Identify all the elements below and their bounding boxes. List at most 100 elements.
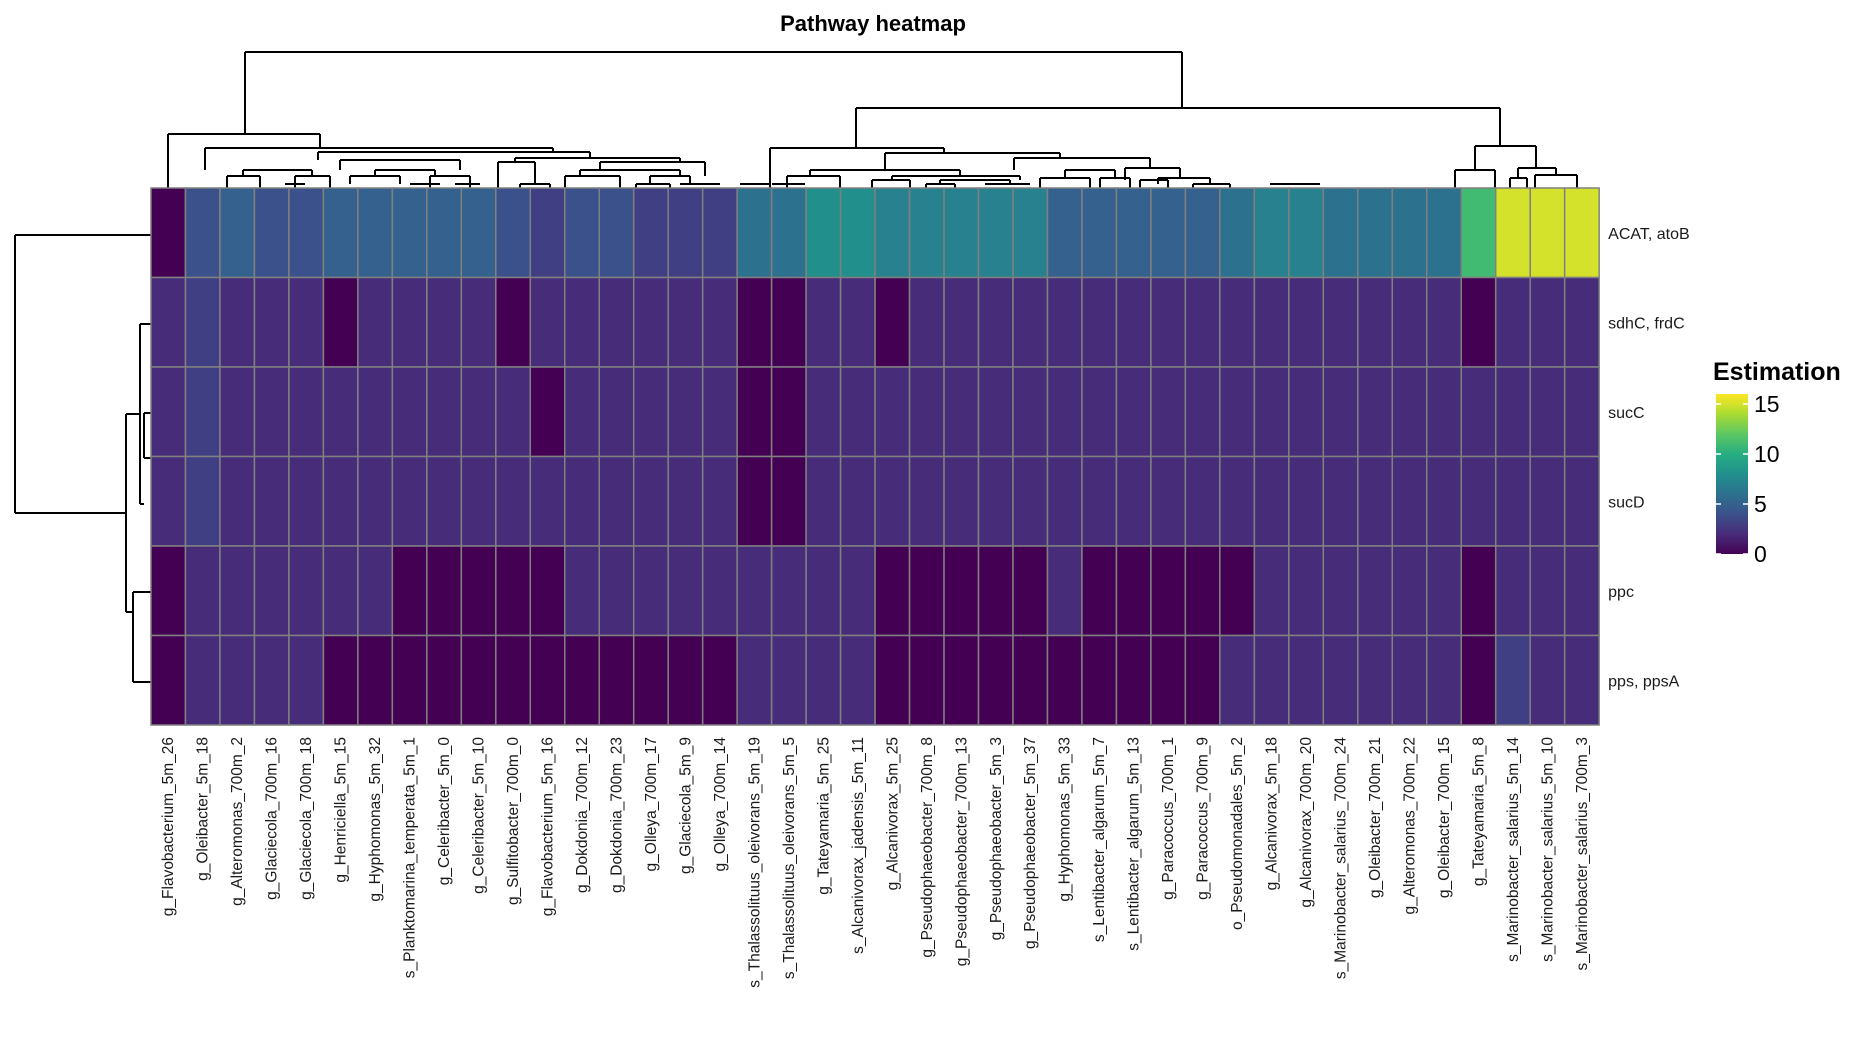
heatmap-cell	[1219, 545, 1256, 637]
heatmap-cell	[1046, 276, 1083, 368]
heatmap-cell	[219, 545, 256, 637]
heatmap-cell	[150, 455, 187, 547]
heatmap-cell	[1288, 366, 1325, 458]
heatmap-cell	[1012, 366, 1049, 458]
heatmap-cell	[460, 187, 497, 279]
legend-title: Estimation	[1713, 358, 1841, 386]
column-label: g_Flavobacterium_5m_26	[160, 737, 177, 916]
heatmap-cell	[701, 545, 738, 637]
heatmap-cell	[1460, 455, 1497, 547]
heatmap-cell	[322, 276, 359, 368]
column-label: g_Celeribacter_5m_0	[436, 737, 453, 886]
heatmap-cell	[805, 276, 842, 368]
heatmap-cell	[150, 366, 187, 458]
heatmap-cell	[1012, 545, 1049, 637]
heatmap-cell	[1288, 187, 1325, 279]
heatmap-cell	[770, 276, 807, 368]
heatmap-cell	[1563, 545, 1600, 637]
heatmap-cell	[805, 187, 842, 279]
heatmap-cell	[1150, 634, 1187, 726]
heatmap-cell	[874, 187, 911, 279]
heatmap-cell	[184, 276, 221, 368]
heatmap-cell	[977, 545, 1014, 637]
heatmap-cell	[495, 634, 532, 726]
heatmap-cell	[1219, 187, 1256, 279]
heatmap-cell	[1150, 366, 1187, 458]
column-label: s_Marinobacter_salarius_700m_3	[1574, 737, 1591, 971]
heatmap-cell	[495, 366, 532, 458]
heatmap-cell	[460, 276, 497, 368]
heatmap-cell	[632, 634, 669, 726]
heatmap-cell	[632, 545, 669, 637]
heatmap-cell	[1184, 187, 1221, 279]
column-label: s_Thalassolituus_oleivorans_5m_19	[746, 737, 763, 988]
heatmap-cell	[770, 366, 807, 458]
column-label: g_Pseudophaeobacter_700m_13	[953, 737, 970, 966]
heatmap-cell	[219, 634, 256, 726]
heatmap-cell	[1391, 366, 1428, 458]
heatmap-cell	[943, 276, 980, 368]
heatmap-cell	[1046, 545, 1083, 637]
column-label: g_Hyphomonas_5m_32	[367, 737, 384, 902]
column-label: g_Celeribacter_5m_10	[471, 737, 488, 894]
column-label: g_Oleibacter_700m_15	[1436, 737, 1453, 898]
heatmap-cell	[1150, 545, 1187, 637]
column-label: s_Alcanivorax_jadensis_5m_11	[850, 737, 867, 954]
heatmap-cell	[460, 455, 497, 547]
heatmap-cell	[1426, 455, 1462, 547]
heatmap-cell	[426, 366, 463, 458]
column-label: s_Marinobacter_salarius_5m_10	[1539, 737, 1556, 962]
heatmap-cell	[598, 366, 635, 458]
heatmap-cell	[805, 545, 842, 637]
heatmap-cell	[1494, 187, 1531, 279]
heatmap-cell	[288, 366, 325, 458]
heatmap-cell	[495, 187, 532, 279]
heatmap-cell	[1219, 276, 1256, 368]
heatmap-cell	[184, 366, 221, 458]
column-label: g_Hyphomonas_5m_33	[1057, 737, 1074, 902]
heatmap-cell	[1391, 455, 1428, 547]
heatmap-cell	[253, 634, 290, 726]
heatmap-cell	[460, 634, 497, 726]
heatmap-cell	[632, 366, 669, 458]
heatmap-cell	[667, 545, 704, 637]
heatmap-cell	[1046, 455, 1083, 547]
heatmap-cell	[1184, 634, 1221, 726]
heatmap-cell	[426, 545, 463, 637]
heatmap-cell	[564, 634, 600, 726]
heatmap-cell	[1529, 276, 1566, 368]
heatmap-cell	[357, 634, 394, 726]
column-label: g_Olleya_700m_14	[712, 737, 729, 872]
heatmap-cell	[529, 366, 566, 458]
heatmap-cell	[736, 187, 773, 279]
column-label: s_Lentibacter_algarum_5m_7	[1091, 737, 1108, 942]
heatmap-cell	[391, 276, 428, 368]
heatmap-cell	[391, 455, 428, 547]
row-label: pps, ppsA	[1608, 673, 1679, 690]
heatmap-cell	[1012, 276, 1049, 368]
column-label: g_Glaciecola_700m_18	[298, 737, 315, 900]
heatmap-cell	[391, 366, 428, 458]
heatmap-cell	[839, 187, 876, 279]
heatmap-cell	[1460, 366, 1497, 458]
heatmap-cell	[874, 455, 911, 547]
heatmap-cell	[598, 634, 635, 726]
heatmap-cell	[736, 545, 773, 637]
heatmap-cell	[701, 634, 738, 726]
heatmap-cell	[1426, 187, 1462, 279]
heatmap-cell	[770, 545, 807, 637]
heatmap-cell	[426, 187, 463, 279]
heatmap-cell	[701, 366, 738, 458]
column-dendrogram	[167, 51, 1578, 188]
heatmap-cell	[253, 455, 290, 547]
heatmap-cell	[908, 545, 945, 637]
heatmap-cell	[1357, 634, 1394, 726]
heatmap-cell	[1253, 545, 1290, 637]
heatmap-cell	[184, 634, 221, 726]
heatmap-cell	[908, 455, 945, 547]
heatmap-cell	[839, 545, 876, 637]
column-label: g_Glaciecola_5m_9	[677, 737, 694, 874]
heatmap-cell	[805, 455, 842, 547]
heatmap-cell	[1081, 545, 1118, 637]
heatmap-cell	[495, 545, 532, 637]
